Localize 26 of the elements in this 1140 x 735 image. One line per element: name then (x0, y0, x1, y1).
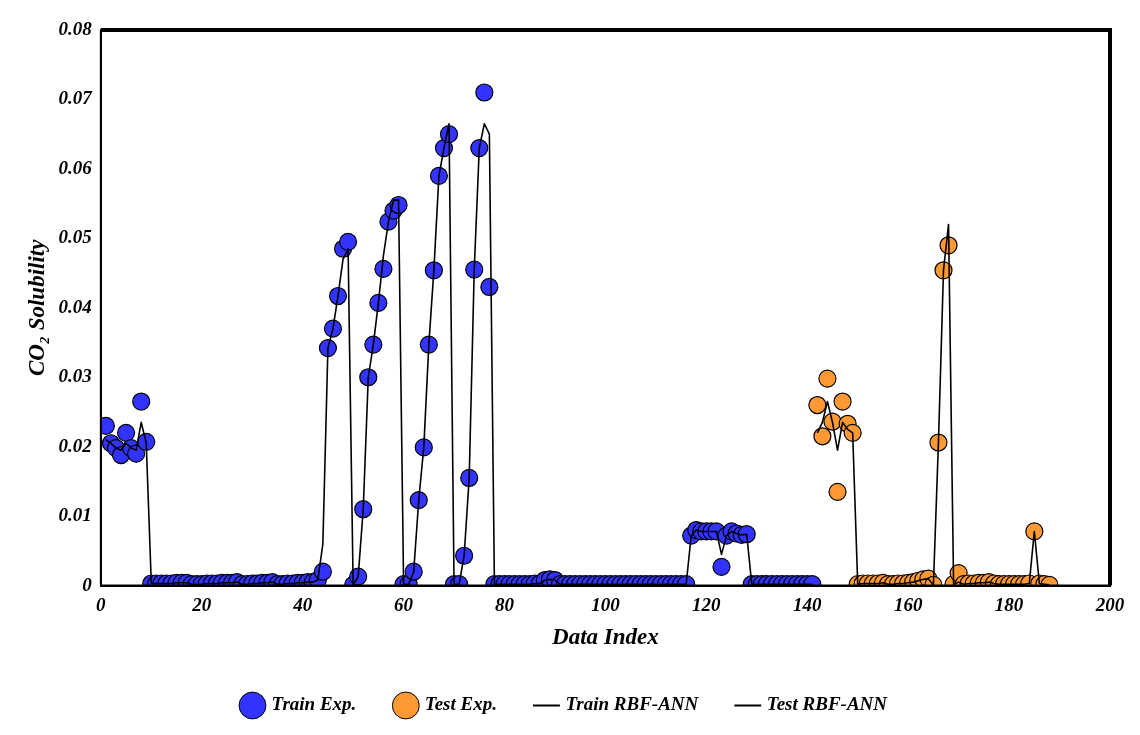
x-tick-label: 20 (191, 593, 212, 615)
x-tick-label: 120 (692, 593, 722, 615)
x-tick-label: 100 (591, 593, 621, 615)
legend-label: Train RBF-ANN (565, 693, 700, 715)
y-tick-label: 0.02 (58, 434, 93, 456)
x-tick-label: 80 (495, 593, 515, 615)
x-axis-title: Data Index (551, 624, 659, 650)
x-tick-label: 40 (292, 593, 313, 615)
y-tick-label: 0.03 (58, 365, 92, 387)
x-tick-label: 60 (394, 593, 414, 615)
legend-label: Test Exp. (424, 693, 497, 715)
y-tick-label: 0.08 (58, 17, 93, 39)
x-tick-label: 140 (793, 593, 823, 615)
y-tick-label: 0.07 (58, 87, 94, 109)
x-tick-label: 180 (994, 593, 1024, 615)
x-tick-label: 200 (1094, 593, 1125, 615)
y-axis-title: CO₂ Solubility (23, 238, 49, 377)
y-tick-label: 0.05 (58, 226, 93, 248)
y-tick-label: 0.01 (58, 504, 92, 526)
legend-label: Test RBF-ANN (766, 693, 889, 715)
legend-label: Train Exp. (271, 693, 357, 715)
y-tick-label: 0.06 (58, 156, 93, 178)
y-tick-label: 0 (82, 573, 93, 595)
x-tick-label: 160 (893, 593, 923, 615)
y-tick-label: 0.04 (58, 295, 92, 317)
x-tick-label: 0 (96, 593, 107, 615)
